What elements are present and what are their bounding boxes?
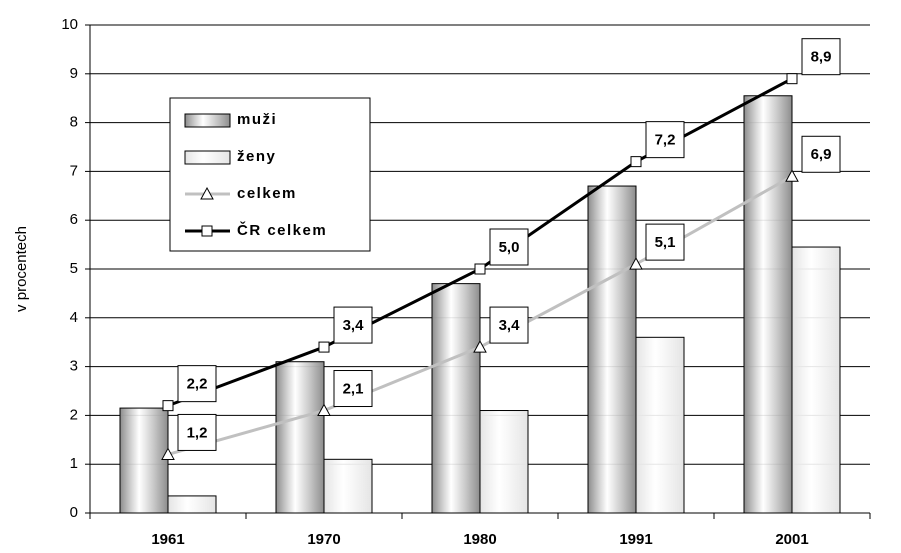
bar [743,95,793,514]
value-label: 1,2 [187,424,208,441]
legend-label: ženy [237,148,276,165]
x-tick-label: 1970 [307,531,340,548]
y-tick-label: 3 [70,358,78,375]
bar [119,407,169,514]
marker [200,186,214,200]
label-box [489,306,529,344]
y-tick-label: 7 [70,162,78,179]
legend-label: muži [237,111,277,128]
y-tick-label: 1 [70,455,78,472]
y-tick-label: 10 [61,16,78,33]
marker [629,257,643,270]
label-box [333,306,373,344]
bar [635,336,685,514]
y-axis-label: v procentech [13,226,30,312]
value-label: 5,1 [655,234,676,251]
value-label: 6,9 [811,146,832,163]
bar [167,495,217,514]
legend: muži ženy celkem ČR celkem [169,97,371,252]
bar [791,246,841,514]
marker [161,447,175,460]
marker [162,400,174,412]
label-box [177,413,217,451]
label-box [489,228,529,266]
marker [317,403,331,417]
y-tick-label: 0 [70,504,78,521]
x-tick-label: 2001 [775,531,808,548]
legend-label: ČR celkem [237,221,327,239]
y-tick-label: 9 [70,65,78,82]
value-label: 7,2 [655,132,676,149]
value-label: 3,4 [343,317,365,334]
x-tick-label: 1961 [151,531,184,548]
y-tick-label: 6 [70,211,78,228]
marker [786,73,798,85]
value-label: 8,9 [811,49,832,66]
label-box [645,121,685,159]
marker [785,169,799,182]
bar [479,410,529,514]
bar [323,458,373,514]
label-box [177,365,217,403]
label-box [645,223,685,261]
x-tick-label: 1980 [463,531,496,548]
marker [473,340,487,353]
label-box [801,38,841,76]
legend-swatch [184,150,231,165]
bar [431,283,481,514]
value-label: 2,1 [343,380,364,397]
marker [474,263,486,275]
label-box [801,135,841,173]
marker [201,225,213,237]
legend-swatch [184,113,231,128]
value-label: 2,2 [187,376,208,393]
marker [630,156,642,168]
value-label: 5,0 [499,239,520,256]
value-label: 3,4 [499,317,521,334]
label-box [333,370,373,408]
marker [318,341,330,353]
legend-label: celkem [237,185,297,202]
y-tick-label: 8 [70,114,78,131]
bar [587,185,637,514]
x-tick-label: 1991 [619,531,652,548]
y-tick-label: 2 [70,406,78,423]
y-tick-label: 5 [70,260,78,277]
bar [275,361,325,514]
y-tick-label: 4 [70,309,78,326]
